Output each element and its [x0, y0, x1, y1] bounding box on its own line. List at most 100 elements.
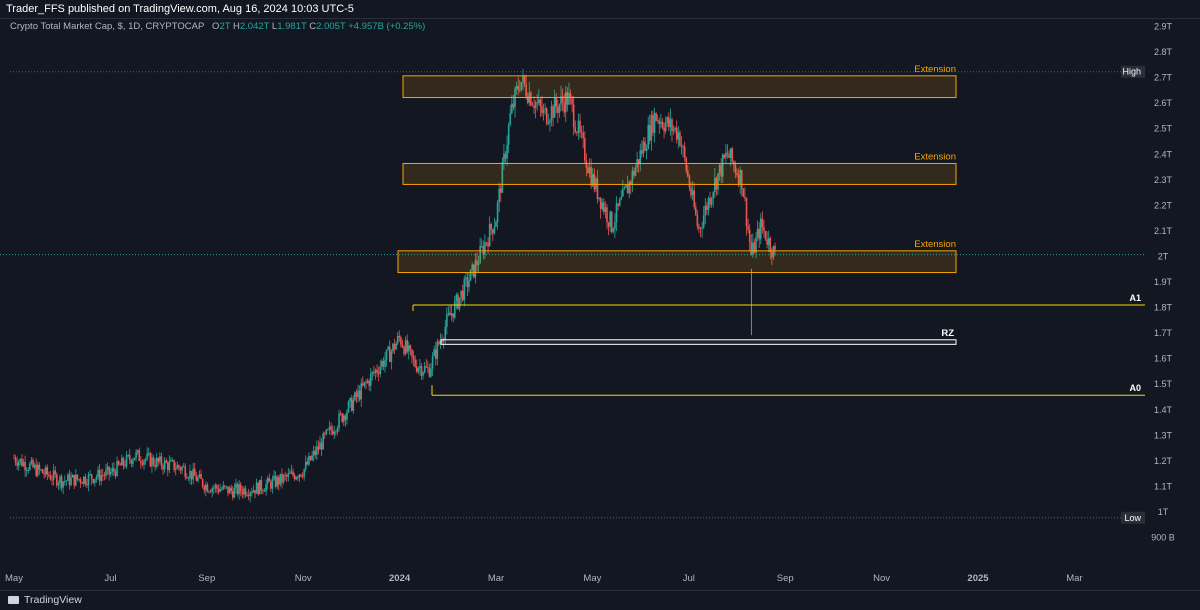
candle-body — [54, 470, 57, 475]
y-tick-label: 2.4T — [1154, 149, 1173, 159]
candle-body — [702, 215, 705, 228]
candle-body — [675, 127, 678, 140]
x-tick-label: Jul — [683, 573, 695, 584]
candle-body — [750, 241, 753, 255]
candle-body — [377, 372, 380, 374]
candle-body — [774, 245, 776, 250]
candle-body — [393, 343, 396, 350]
candle-body — [576, 132, 578, 134]
candle-body — [496, 202, 499, 222]
candle-body — [631, 170, 634, 185]
candle-body — [583, 138, 586, 161]
candle-body — [317, 446, 320, 450]
candle-body — [262, 490, 264, 492]
candle-body — [691, 190, 694, 196]
candle-body — [388, 346, 391, 362]
candle-body — [320, 442, 323, 450]
candle-body — [615, 203, 618, 223]
y-tick-label: 2.6T — [1154, 98, 1173, 108]
candle-body — [136, 450, 139, 453]
level-name: High — [1122, 67, 1141, 77]
legend-h-label: H — [233, 21, 240, 32]
candle-body — [718, 164, 721, 174]
candle-body — [94, 479, 96, 483]
candle-body — [406, 340, 409, 352]
candle-body — [641, 150, 643, 154]
candle-body — [105, 469, 107, 476]
level-name: A1 — [1129, 293, 1141, 303]
candle-body — [149, 453, 152, 467]
candle-body — [144, 458, 147, 461]
candle-body — [263, 491, 266, 493]
candle-body — [125, 455, 128, 467]
candle-body — [113, 468, 115, 472]
candle-body — [710, 198, 713, 205]
candle-body — [677, 132, 680, 140]
candle-body — [298, 474, 301, 478]
candle-body — [239, 484, 242, 492]
candle-body — [541, 106, 543, 113]
candle-body — [603, 202, 605, 212]
candle-body — [249, 492, 252, 497]
candle-body — [314, 450, 317, 455]
candle-body — [571, 97, 573, 105]
candle-body — [555, 97, 558, 107]
candle-body — [309, 456, 312, 460]
candle-body — [423, 366, 426, 373]
candle-body — [688, 176, 691, 188]
extension-zone — [397, 250, 957, 274]
candle-body — [411, 349, 413, 357]
candle-body — [279, 473, 282, 485]
candle-body — [737, 175, 740, 185]
candle-body — [666, 117, 669, 124]
candle-body — [246, 495, 248, 496]
x-tick-label: Mar — [1066, 573, 1082, 584]
candle-body — [366, 380, 369, 383]
candle-body — [311, 455, 313, 460]
candle-body — [350, 398, 353, 411]
candle-body — [333, 431, 336, 435]
candle-body — [176, 465, 179, 469]
candle-body — [568, 92, 570, 105]
candle-body — [644, 141, 646, 151]
candle-body — [81, 482, 83, 484]
level-name-bg — [1121, 65, 1145, 78]
y-axis: 2.9T 2.8T 2.7T 2.6T 2.5T 2.4T 2.3T 2.2T 2.1T 2T 1.… — [1145, 19, 1200, 591]
extension-label: Extension — [914, 151, 956, 162]
candle-body — [114, 471, 117, 476]
footer-brand[interactable]: TradingView — [24, 594, 82, 606]
x-tick-label: May — [583, 573, 601, 584]
candle-body — [458, 297, 461, 309]
candle-body — [599, 197, 602, 210]
candle-body — [487, 242, 489, 247]
candle-body — [40, 469, 42, 471]
candle-body — [108, 466, 110, 475]
candle-body — [626, 184, 629, 194]
candle-body — [490, 223, 493, 230]
candle-body — [228, 487, 231, 494]
y-tick-label: 1.3T — [1154, 430, 1173, 440]
candle-body — [387, 346, 389, 350]
y-tick-label: 2.1T — [1154, 226, 1173, 236]
level-name-bg — [1121, 511, 1145, 524]
candle-body — [655, 113, 657, 121]
candle-body — [128, 455, 131, 461]
candle-body — [745, 198, 748, 227]
candle-body — [16, 462, 18, 466]
x-tick-label: Sep — [198, 573, 215, 584]
y-tick-label: 1.5T — [1154, 379, 1173, 389]
candle-body — [484, 242, 486, 255]
candle-body — [133, 457, 136, 461]
candle-body — [19, 458, 22, 462]
candle-body — [352, 400, 355, 411]
ohlc-legend: Crypto Total Market Cap, $, 1D, CRYPTOCA… — [10, 21, 425, 32]
candle-body — [30, 459, 33, 464]
publisher-text: Trader_FFS published on TradingView.com,… — [6, 3, 354, 15]
candle-body — [694, 207, 697, 215]
candle-body — [219, 489, 221, 492]
candle-body — [138, 450, 141, 461]
candle-body — [509, 112, 512, 125]
candle-body — [341, 413, 344, 422]
